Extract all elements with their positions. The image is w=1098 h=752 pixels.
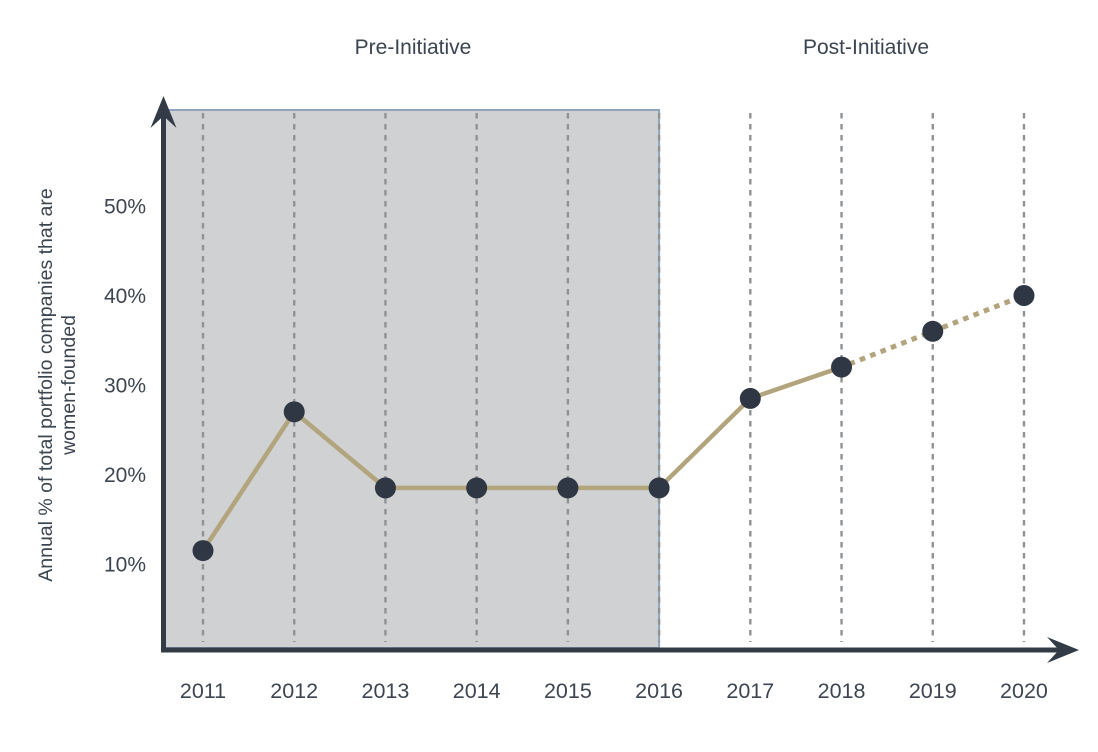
y-axis-arrow-icon (150, 96, 177, 128)
data-point-2019: 36 (922, 320, 944, 342)
x-tick-label-2015: 2015 (544, 679, 592, 703)
data-point-2014: 18.5 (466, 477, 488, 499)
data-point-2012: 27 (283, 401, 305, 423)
x-tick-label-2017: 2017 (726, 679, 774, 703)
y-axis-title-line1: Annual % of total portfolio companies th… (35, 188, 57, 582)
data-point-2015: 18.5 (557, 477, 579, 499)
x-tick-label-2018: 2018 (818, 679, 866, 703)
data-point-2017: 28.5 (739, 387, 761, 409)
x-tick-label-2014: 2014 (453, 679, 501, 703)
data-point-2013: 18.5 (374, 477, 396, 499)
data-point-2016: 18.5 (648, 477, 670, 499)
pre-initiative-region (161, 109, 661, 649)
y-tick-label-10: 10% (104, 554, 146, 577)
x-tick-label-2016: 2016 (635, 679, 683, 703)
post-initiative-label: Post-Initiative (802, 36, 930, 59)
data-point-2011: 11.5 (192, 540, 214, 562)
x-axis-arrow-icon (1047, 637, 1079, 663)
x-tick-label-2012: 2012 (270, 679, 318, 703)
data-line-solid (201, 364, 843, 552)
y-tick-label-40: 40% (104, 285, 146, 308)
x-tick-label-2011: 2011 (180, 679, 226, 703)
y-tick-label-20: 20% (104, 464, 146, 487)
y-axis-title-line2: women-founded (58, 315, 80, 455)
x-tick-label-2019: 2019 (909, 679, 957, 703)
pre-initiative-label: Pre-Initiative (354, 36, 472, 59)
x-tick-label-2020: 2020 (1000, 679, 1048, 703)
data-point-2020: 40 (1013, 285, 1035, 306)
data-point-2018: 32 (831, 356, 853, 378)
x-tick-label-2013: 2013 (362, 679, 410, 703)
y-axis-title: Annual % of total portfolio companies th… (35, 105, 81, 665)
y-tick-label-50: 50% (104, 196, 146, 219)
y-tick-label-30: 30% (104, 375, 146, 398)
